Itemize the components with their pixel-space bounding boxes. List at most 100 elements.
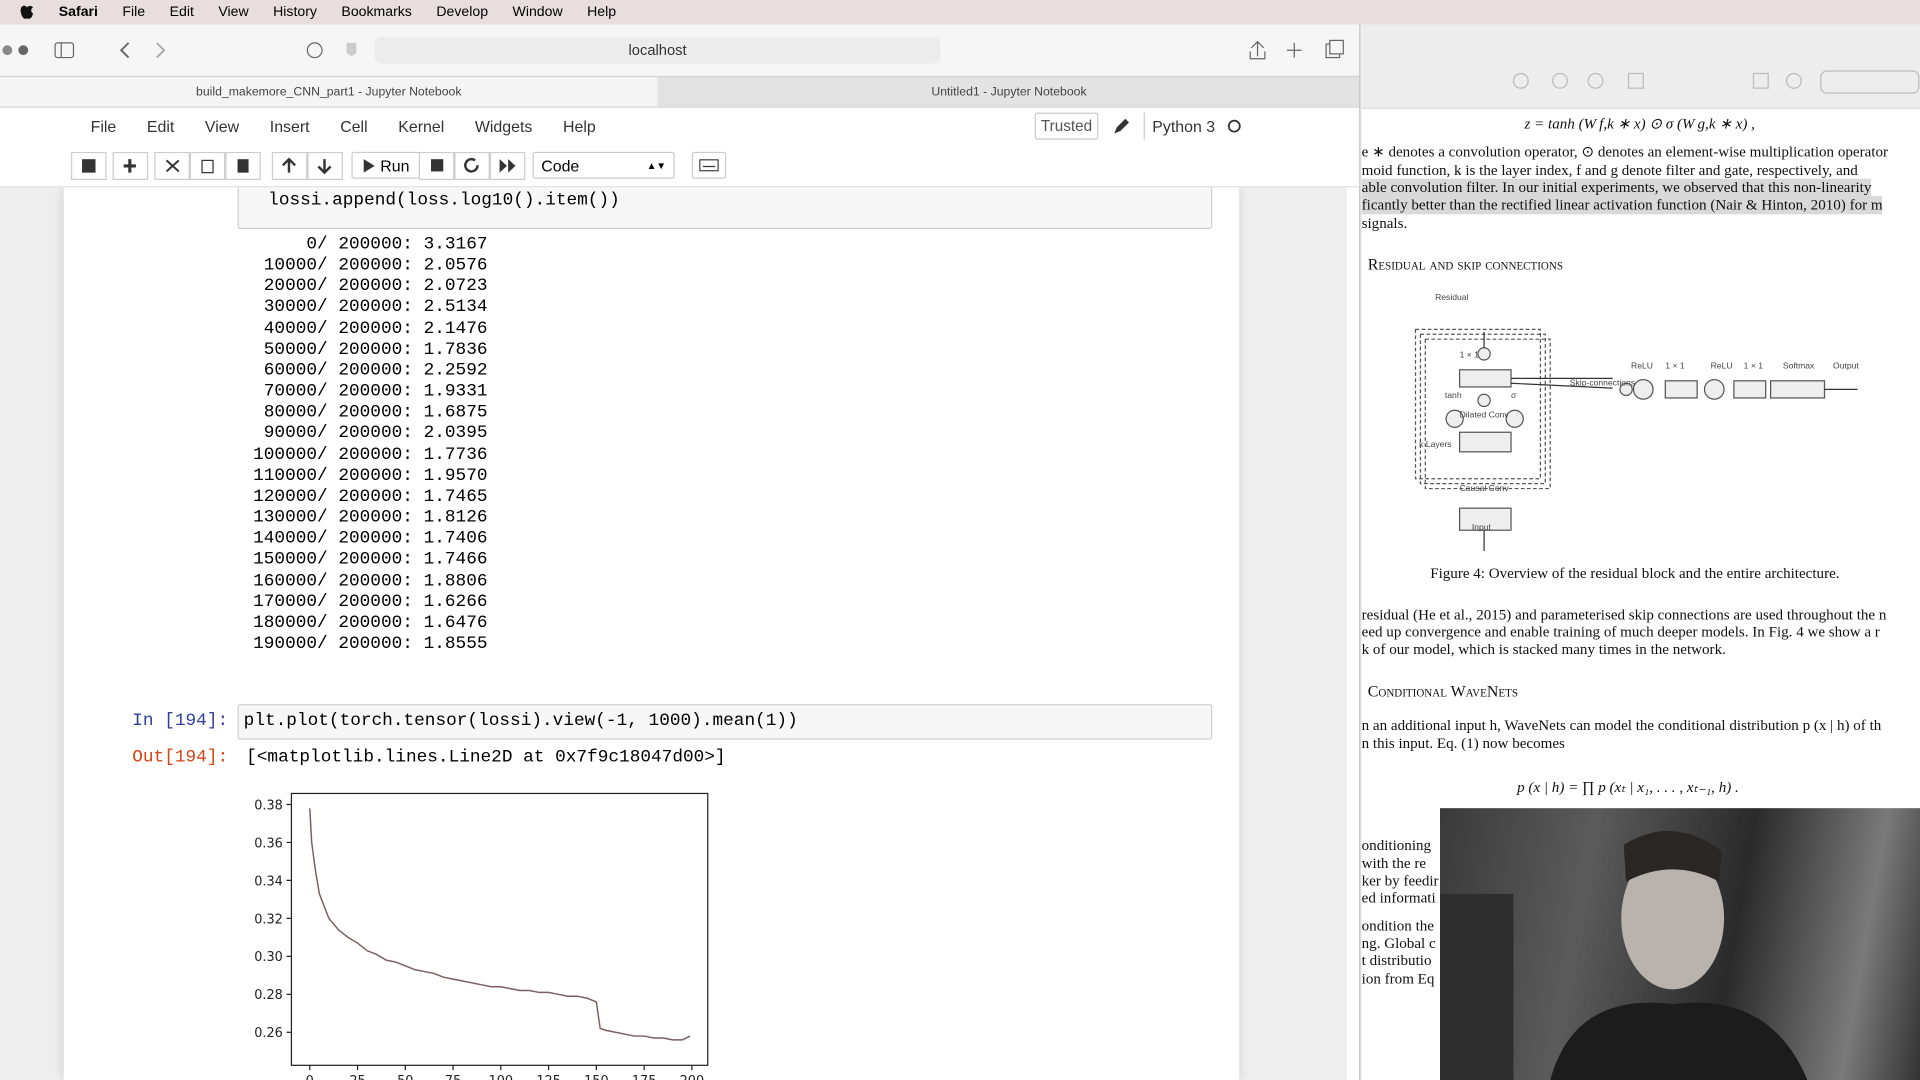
output-line: 80000/ 200000: 1.6875: [242, 403, 488, 423]
output-line: 130000/ 200000: 1.8126: [242, 508, 488, 528]
app-name[interactable]: Safari: [58, 4, 98, 20]
figure-label: ReLU: [1631, 362, 1653, 372]
output-line: 40000/ 200000: 2.1476: [242, 319, 488, 339]
menu-item[interactable]: View: [204, 116, 240, 136]
address-bar[interactable]: localhost: [374, 36, 941, 64]
paper-line: ion from Eq: [1361, 969, 1435, 987]
keyboard-icon: [699, 159, 719, 172]
paper-line: Conditional WaveNets: [1367, 682, 1518, 701]
output-line: 190000/ 200000: 1.8555: [242, 634, 488, 654]
kernel-name: Python 3: [1152, 116, 1216, 136]
output-line: 160000/ 200000: 1.8806: [242, 571, 488, 591]
output-line: 140000/ 200000: 1.7406: [242, 529, 488, 549]
menu-item[interactable]: Insert: [269, 116, 310, 136]
figure-label: Input: [1471, 524, 1491, 533]
figure-label: Causal Conv: [1459, 484, 1509, 494]
toolbar: localhost: [0, 24, 1360, 76]
menu-item[interactable]: Bookmarks: [341, 4, 412, 20]
tab[interactable]: Untitled1 - Jupyter Notebook: [931, 85, 1087, 99]
tab[interactable]: build_makemore_CNN_part1 - Jupyter Noteb…: [0, 77, 658, 107]
output-line: 110000/ 200000: 1.9570: [242, 466, 488, 486]
figure-label: Residual: [1435, 293, 1469, 303]
paper-line: ker by feedir: [1361, 871, 1439, 889]
paper-line: able convolution filter. In our initial …: [1361, 178, 1872, 198]
menu-item[interactable]: Edit: [146, 116, 175, 136]
y-tick-label: 0.34: [254, 874, 283, 889]
menu-item[interactable]: Kernel: [398, 116, 445, 136]
x-tick-label: 75: [445, 1074, 461, 1080]
menu-item[interactable]: View: [218, 4, 249, 20]
figure-label: Output: [1833, 362, 1859, 372]
code-cell[interactable]: lossi.append(loss.log10().item()): [237, 187, 1213, 229]
x-tick-label: 0: [306, 1074, 314, 1080]
x-tick-label: 25: [349, 1074, 365, 1080]
x-tick-label: 175: [632, 1074, 657, 1080]
toolbar-right-icons: [1249, 39, 1344, 60]
output-line: 120000/ 200000: 1.7465: [242, 487, 488, 507]
x-tick-label: 50: [397, 1074, 413, 1080]
output-line: 100000/ 200000: 1.7736: [242, 445, 488, 465]
menu-item[interactable]: Help: [587, 4, 617, 20]
output-line: 70000/ 200000: 1.9331: [242, 382, 488, 402]
cell-type-select[interactable]: Code ▲▼: [532, 151, 675, 179]
pdf-toolbar-icons: [1512, 70, 1920, 94]
menu-item[interactable]: File: [122, 4, 146, 20]
run-button[interactable]: Run: [351, 151, 420, 179]
figure-label: Softmax: [1782, 362, 1815, 372]
kernel-indicator: Python 3: [1143, 112, 1242, 140]
output-line: 30000/ 200000: 2.5134: [242, 298, 488, 318]
output-line: 60000/ 200000: 2.2592: [242, 361, 488, 381]
menu-item[interactable]: Window: [512, 4, 563, 20]
toolbar-icons: [2, 42, 357, 59]
edit-icon[interactable]: [1108, 115, 1132, 139]
paper-line: e ∗ denotes a convolution operator, ⊙ de…: [1361, 143, 1889, 161]
toolbar-buttons[interactable]: [71, 151, 536, 181]
figure-label: 1 × 1: [1743, 362, 1763, 372]
y-tick-label: 0.30: [254, 950, 283, 965]
paper-line: residual (He et al., 2015) and parameter…: [1361, 606, 1887, 624]
tab-bar: build_makemore_CNN_part1 - Jupyter Noteb…: [0, 75, 1360, 108]
menu-item[interactable]: History: [273, 4, 317, 20]
paper-line: ng. Global c: [1361, 934, 1436, 952]
paper-line: ficantly better than the rectified linea…: [1361, 195, 1883, 215]
x-tick-label: 125: [536, 1074, 561, 1080]
paper-line: z = tanh (W f,k ∗ x) ⊙ σ (W g,k ∗ x) ,: [1524, 115, 1755, 133]
paper-line: t distributio: [1361, 951, 1432, 969]
code-cell[interactable]: plt.plot(torch.tensor(lossi).view(-1, 10…: [237, 704, 1213, 740]
code-text: plt.plot(torch.tensor(lossi).view(-1, 10…: [243, 711, 798, 732]
y-tick-label: 0.38: [254, 798, 283, 813]
figure-label: Skip-connections: [1569, 379, 1636, 389]
figure-label: tanh: [1444, 391, 1462, 401]
menu-item[interactable]: Develop: [436, 4, 489, 20]
apple-icon[interactable]: [20, 4, 35, 21]
notebook-area: lossi.append(loss.log10().item()) 0/ 200…: [0, 187, 1347, 1080]
keyboard-button[interactable]: [691, 151, 727, 179]
menu-item[interactable]: Widgets: [474, 116, 533, 136]
figure-label: Dilated Conv: [1459, 411, 1509, 420]
x-tick-label: 200: [680, 1074, 705, 1080]
y-tick-label: 0.28: [254, 988, 283, 1003]
menu-item[interactable]: Edit: [169, 4, 194, 20]
y-tick-label: 0.26: [254, 1026, 283, 1041]
y-tick-label: 0.32: [254, 912, 283, 927]
menu-item[interactable]: File: [90, 116, 117, 136]
output-line: 50000/ 200000: 1.7836: [242, 340, 488, 360]
safari-window: localhost build_makemore_CNN_part1 - Jup…: [0, 24, 1361, 1080]
output-line: 90000/ 200000: 2.0395: [242, 424, 488, 444]
select-arrow: ▲▼: [646, 159, 667, 171]
cell-output: 0/ 200000: 3.3167 10000/ 200000: 2.0576 …: [242, 235, 487, 655]
menu-item[interactable]: Help: [562, 116, 596, 136]
output-line: 180000/ 200000: 1.6476: [242, 613, 488, 633]
x-tick-label: 100: [489, 1074, 514, 1080]
y-tick-label: 0.36: [254, 836, 283, 851]
input-prompt: In [194]:: [132, 711, 229, 732]
figure-label: ReLU: [1710, 362, 1733, 372]
paper-line: onditioning: [1361, 836, 1432, 854]
paper-line: n this input. Eq. (1) now becomes: [1361, 734, 1565, 752]
trusted-badge[interactable]: Trusted: [1034, 112, 1099, 140]
paper-line: moid function, k is the layer index, f a…: [1361, 161, 1858, 179]
menu-item[interactable]: Cell: [340, 116, 368, 136]
paper-line: Figure 4: Overview of the residual block…: [1430, 564, 1840, 582]
